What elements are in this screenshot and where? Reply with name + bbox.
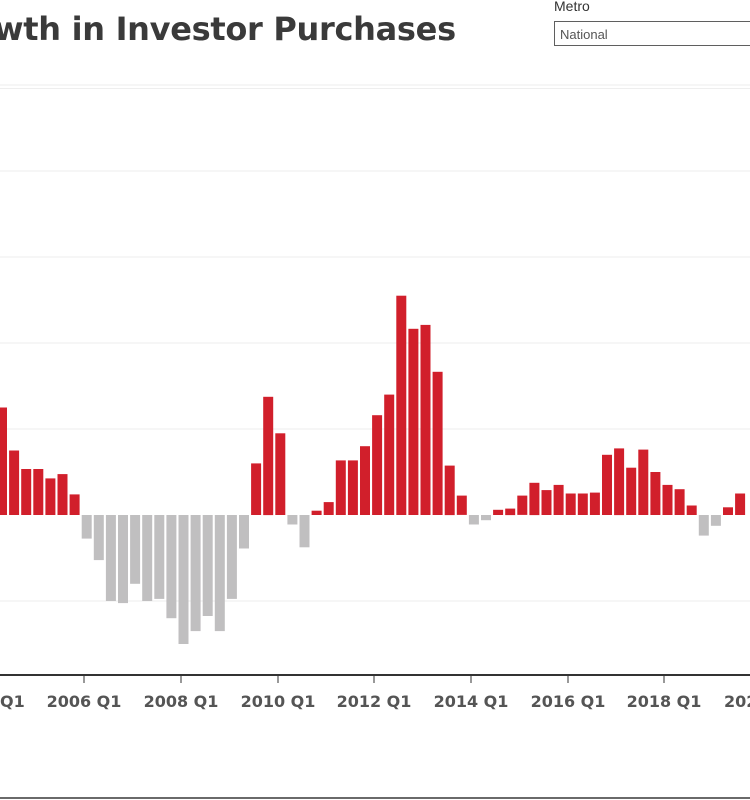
bar <box>130 515 141 584</box>
bar <box>214 515 225 632</box>
bar <box>674 489 685 515</box>
bar <box>0 407 7 515</box>
bar <box>529 482 540 516</box>
x-tick-label: Q1 <box>0 692 25 711</box>
bar <box>723 507 733 515</box>
chart-top-divider <box>0 88 750 89</box>
bar <box>372 415 383 515</box>
bar <box>517 495 528 515</box>
bar <box>420 324 431 515</box>
bar <box>735 493 746 515</box>
bar <box>384 394 395 515</box>
bar <box>287 515 298 525</box>
bar <box>505 508 516 516</box>
bar <box>178 515 189 644</box>
bar <box>553 484 564 515</box>
x-tick-label: 2006 Q1 <box>47 692 122 711</box>
bar <box>686 505 697 515</box>
bar <box>541 490 552 515</box>
bar <box>565 493 576 515</box>
bar <box>93 515 104 561</box>
bar <box>311 510 322 515</box>
x-tick-label: 2018 Q1 <box>627 692 702 711</box>
bar <box>9 450 20 515</box>
bar <box>81 515 92 539</box>
x-axis: Q1 2006 Q1 2008 Q1 2010 Q1 2012 Q1 2014 Q1 201… <box>0 674 750 711</box>
bar <box>263 396 274 516</box>
x-tick-label: 2008 Q1 <box>144 692 219 711</box>
bar <box>335 460 346 515</box>
bar <box>202 515 213 616</box>
bar <box>468 515 479 525</box>
bar <box>154 515 165 599</box>
bar <box>614 448 625 516</box>
bar <box>190 515 201 632</box>
bar <box>638 449 649 515</box>
bar <box>33 469 44 515</box>
chart-title: wth in Investor Purchases <box>0 10 456 48</box>
bars <box>0 295 746 644</box>
bar <box>577 493 588 515</box>
bar <box>226 515 237 599</box>
x-tick-label: 2014 Q1 <box>434 692 509 711</box>
bar <box>396 295 407 515</box>
x-tick-label: 2016 Q1 <box>531 692 606 711</box>
bar <box>481 515 491 521</box>
bar <box>408 328 419 515</box>
bar <box>323 502 334 515</box>
bar <box>239 515 249 549</box>
bar <box>360 446 370 515</box>
metro-filter-select[interactable]: National <box>554 21 750 46</box>
x-tick-label: 2010 Q1 <box>241 692 316 711</box>
bar <box>710 515 721 526</box>
bar <box>105 515 116 601</box>
bar <box>118 515 128 604</box>
bar <box>166 515 177 619</box>
bar <box>456 495 467 515</box>
x-tick-label: 2012 Q1 <box>337 692 412 711</box>
bar <box>142 515 153 601</box>
bar <box>69 494 80 515</box>
bar <box>347 460 358 515</box>
bar <box>493 509 504 515</box>
bar <box>21 469 32 515</box>
gridlines <box>0 84 750 602</box>
bar <box>698 515 709 536</box>
bar <box>275 433 286 515</box>
x-tick-label: 202 <box>724 692 750 711</box>
bar <box>57 474 68 515</box>
bar <box>589 492 600 515</box>
bar <box>251 463 262 515</box>
bar <box>626 467 637 515</box>
bottom-divider <box>0 797 750 799</box>
bar <box>662 484 673 515</box>
metro-filter-label: Metro <box>554 0 590 14</box>
bar <box>444 465 455 516</box>
bar <box>650 472 661 515</box>
bar <box>45 478 56 515</box>
bar <box>299 515 310 548</box>
bar <box>432 371 443 515</box>
bar <box>602 454 612 515</box>
